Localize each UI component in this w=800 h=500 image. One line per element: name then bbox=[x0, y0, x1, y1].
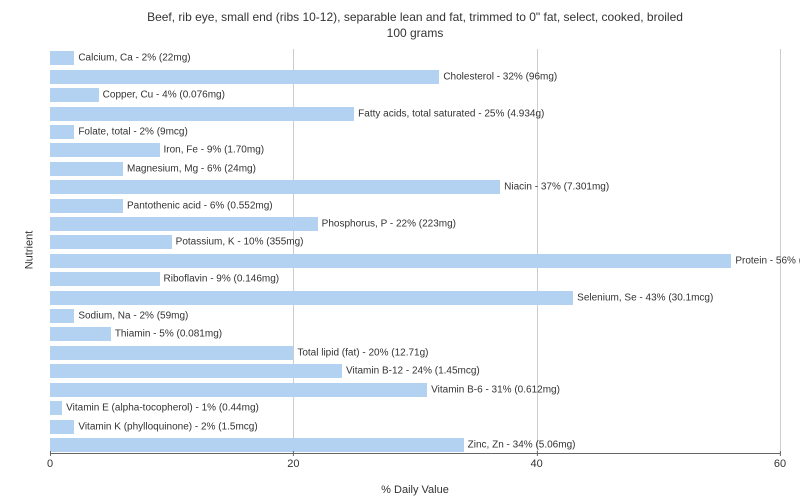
bar-label: Potassium, K - 10% (355mg) bbox=[176, 237, 304, 248]
bar-label: Folate, total - 2% (9mcg) bbox=[78, 127, 187, 138]
chart-title: Beef, rib eye, small end (ribs 10-12), s… bbox=[50, 10, 780, 41]
bar-label: Total lipid (fat) - 20% (12.71g) bbox=[297, 347, 428, 358]
bar-label: Magnesium, Mg - 6% (24mg) bbox=[127, 163, 256, 174]
nutrient-bar: Fatty acids, total saturated - 25% (4.93… bbox=[50, 107, 354, 121]
nutrient-bar: Riboflavin - 9% (0.146mg) bbox=[50, 272, 160, 286]
y-axis-label: Nutrient bbox=[23, 231, 35, 270]
bar-row: Fatty acids, total saturated - 25% (4.93… bbox=[50, 104, 780, 122]
x-tick-label: 40 bbox=[531, 458, 543, 470]
nutrient-bar: Phosphorus, P - 22% (223mg) bbox=[50, 217, 318, 231]
bar-row: Riboflavin - 9% (0.146mg) bbox=[50, 270, 780, 288]
bar-row: Phosphorus, P - 22% (223mg) bbox=[50, 215, 780, 233]
x-tick-label: 60 bbox=[774, 458, 786, 470]
gridline bbox=[780, 49, 781, 453]
bar-row: Calcium, Ca - 2% (22mg) bbox=[50, 49, 780, 67]
bar-label: Vitamin K (phylloquinone) - 2% (1.5mcg) bbox=[78, 421, 257, 432]
bar-row: Folate, total - 2% (9mcg) bbox=[50, 123, 780, 141]
nutrient-bar: Magnesium, Mg - 6% (24mg) bbox=[50, 162, 123, 176]
x-axis: % Daily Value 0204060 bbox=[50, 456, 780, 481]
nutrient-bar: Total lipid (fat) - 20% (12.71g) bbox=[50, 346, 293, 360]
bar-row: Protein - 56% (27.95g) bbox=[50, 252, 780, 270]
bar-row: Vitamin E (alpha-tocopherol) - 1% (0.44m… bbox=[50, 399, 780, 417]
nutrient-bar: Vitamin B-12 - 24% (1.45mcg) bbox=[50, 364, 342, 378]
nutrient-bar: Protein - 56% (27.95g) bbox=[50, 254, 731, 268]
bar-label: Selenium, Se - 43% (30.1mcg) bbox=[577, 292, 713, 303]
nutrient-bar: Cholesterol - 32% (96mg) bbox=[50, 70, 439, 84]
bar-row: Sodium, Na - 2% (59mg) bbox=[50, 307, 780, 325]
bar-row: Niacin - 37% (7.301mg) bbox=[50, 178, 780, 196]
nutrient-bar: Vitamin B-6 - 31% (0.612mg) bbox=[50, 383, 427, 397]
bar-label: Cholesterol - 32% (96mg) bbox=[443, 71, 557, 82]
bar-label: Zinc, Zn - 34% (5.06mg) bbox=[468, 439, 576, 450]
bar-row: Vitamin K (phylloquinone) - 2% (1.5mcg) bbox=[50, 417, 780, 435]
bar-label: Fatty acids, total saturated - 25% (4.93… bbox=[358, 108, 544, 119]
chart-title-line2: 100 grams bbox=[387, 26, 444, 40]
bar-row: Cholesterol - 32% (96mg) bbox=[50, 68, 780, 86]
nutrient-bar: Copper, Cu - 4% (0.076mg) bbox=[50, 88, 99, 102]
x-tick-label: 0 bbox=[47, 458, 53, 470]
bar-row: Vitamin B-6 - 31% (0.612mg) bbox=[50, 381, 780, 399]
bar-label: Iron, Fe - 9% (1.70mg) bbox=[164, 145, 265, 156]
nutrient-bar: Vitamin E (alpha-tocopherol) - 1% (0.44m… bbox=[50, 401, 62, 415]
bar-row: Pantothenic acid - 6% (0.552mg) bbox=[50, 196, 780, 214]
bar-label: Pantothenic acid - 6% (0.552mg) bbox=[127, 200, 273, 211]
bar-row: Magnesium, Mg - 6% (24mg) bbox=[50, 160, 780, 178]
bar-label: Copper, Cu - 4% (0.076mg) bbox=[103, 90, 225, 101]
chart-title-line1: Beef, rib eye, small end (ribs 10-12), s… bbox=[147, 10, 683, 24]
bar-row: Thiamin - 5% (0.081mg) bbox=[50, 325, 780, 343]
bar-row: Potassium, K - 10% (355mg) bbox=[50, 233, 780, 251]
plot-area: Calcium, Ca - 2% (22mg) Cholesterol - 32%… bbox=[50, 49, 780, 454]
nutrient-bar: Thiamin - 5% (0.081mg) bbox=[50, 327, 111, 341]
bar-label: Vitamin B-12 - 24% (1.45mcg) bbox=[346, 366, 480, 377]
nutrient-bar: Potassium, K - 10% (355mg) bbox=[50, 235, 172, 249]
nutrient-bar: Pantothenic acid - 6% (0.552mg) bbox=[50, 199, 123, 213]
bar-label: Sodium, Na - 2% (59mg) bbox=[78, 311, 188, 322]
bar-row: Copper, Cu - 4% (0.076mg) bbox=[50, 86, 780, 104]
nutrient-bar: Niacin - 37% (7.301mg) bbox=[50, 180, 500, 194]
bar-label: Phosphorus, P - 22% (223mg) bbox=[322, 219, 456, 230]
nutrient-bar: Iron, Fe - 9% (1.70mg) bbox=[50, 143, 160, 157]
nutrient-bar: Zinc, Zn - 34% (5.06mg) bbox=[50, 438, 464, 452]
x-axis-label: % Daily Value bbox=[381, 484, 449, 496]
bar-row: Zinc, Zn - 34% (5.06mg) bbox=[50, 436, 780, 454]
bar-label: Niacin - 37% (7.301mg) bbox=[504, 182, 609, 193]
bar-label: Vitamin B-6 - 31% (0.612mg) bbox=[431, 384, 560, 395]
nutrient-bar: Calcium, Ca - 2% (22mg) bbox=[50, 51, 74, 65]
bar-label: Calcium, Ca - 2% (22mg) bbox=[78, 53, 190, 64]
nutrient-chart: Beef, rib eye, small end (ribs 10-12), s… bbox=[0, 0, 800, 500]
nutrient-bar: Sodium, Na - 2% (59mg) bbox=[50, 309, 74, 323]
bar-row: Iron, Fe - 9% (1.70mg) bbox=[50, 141, 780, 159]
bar-label: Riboflavin - 9% (0.146mg) bbox=[164, 274, 280, 285]
nutrient-bar: Folate, total - 2% (9mcg) bbox=[50, 125, 74, 139]
nutrient-bar: Vitamin K (phylloquinone) - 2% (1.5mcg) bbox=[50, 420, 74, 434]
bar-row: Total lipid (fat) - 20% (12.71g) bbox=[50, 344, 780, 362]
bar-row: Selenium, Se - 43% (30.1mcg) bbox=[50, 288, 780, 306]
bar-row: Vitamin B-12 - 24% (1.45mcg) bbox=[50, 362, 780, 380]
bar-label: Protein - 56% (27.95g) bbox=[735, 255, 800, 266]
nutrient-bar: Selenium, Se - 43% (30.1mcg) bbox=[50, 291, 573, 305]
x-tick-label: 20 bbox=[287, 458, 299, 470]
bar-label: Thiamin - 5% (0.081mg) bbox=[115, 329, 222, 340]
bar-label: Vitamin E (alpha-tocopherol) - 1% (0.44m… bbox=[66, 403, 259, 414]
